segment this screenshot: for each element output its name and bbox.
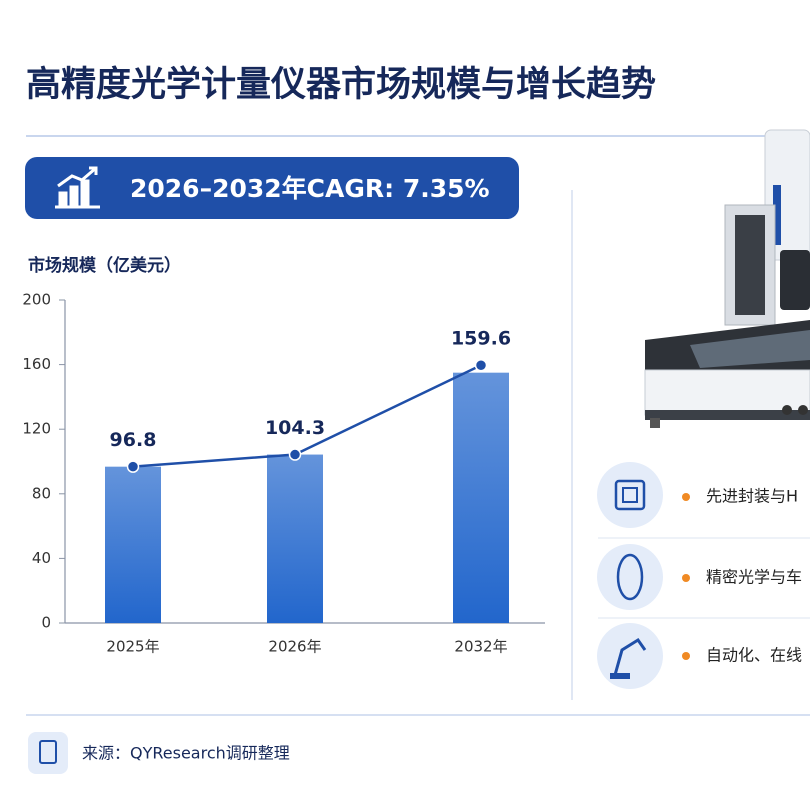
x-tick-label: 2032年 [454,638,507,656]
trend-point [288,448,302,461]
instrument-illustration [644,129,810,428]
feature-bullet [682,493,690,501]
chart: 0 40 80 120 160 200 2025年 2026年 2032年 96.8 104.3 15… [22,291,545,656]
feature-text: 自动化、在线 [706,646,802,665]
feature-bullet [682,652,690,660]
y-tick-label: 80 [32,484,51,502]
feature-icons [597,462,810,689]
trend-point [126,460,140,473]
cagr-banner [25,157,519,219]
feature-text: 精密光学与车 [706,568,802,587]
feature-bullet [682,574,690,582]
bar [453,372,509,623]
source-icon [28,732,68,774]
data-label: 96.8 [110,429,157,451]
growth-icon [55,166,100,209]
trend-point [474,358,488,372]
y-tick-label: 0 [41,614,51,632]
bar [267,454,323,623]
y-tick-label: 40 [32,549,51,567]
data-label: 104.3 [265,417,325,439]
y-tick-label: 120 [22,420,51,438]
page-title: 高精度光学计量仪器市场规模与增长趋势 [26,64,656,105]
y-axis-title: 市场规模（亿美元） [28,255,181,276]
x-tick-label: 2025年 [106,638,159,656]
y-tick-label: 200 [22,291,51,309]
y-tick-label: 160 [22,355,51,373]
cagr-text: 2026–2032年CAGR: 7.35% [130,174,490,203]
x-tick-label: 2026年 [268,638,321,656]
source-text: 来源：QYResearch调研整理 [82,744,290,763]
source-icon-doc [39,740,57,764]
bar [105,466,161,623]
data-label: 159.6 [451,328,511,350]
feature-text: 先进封装与H [706,487,798,506]
